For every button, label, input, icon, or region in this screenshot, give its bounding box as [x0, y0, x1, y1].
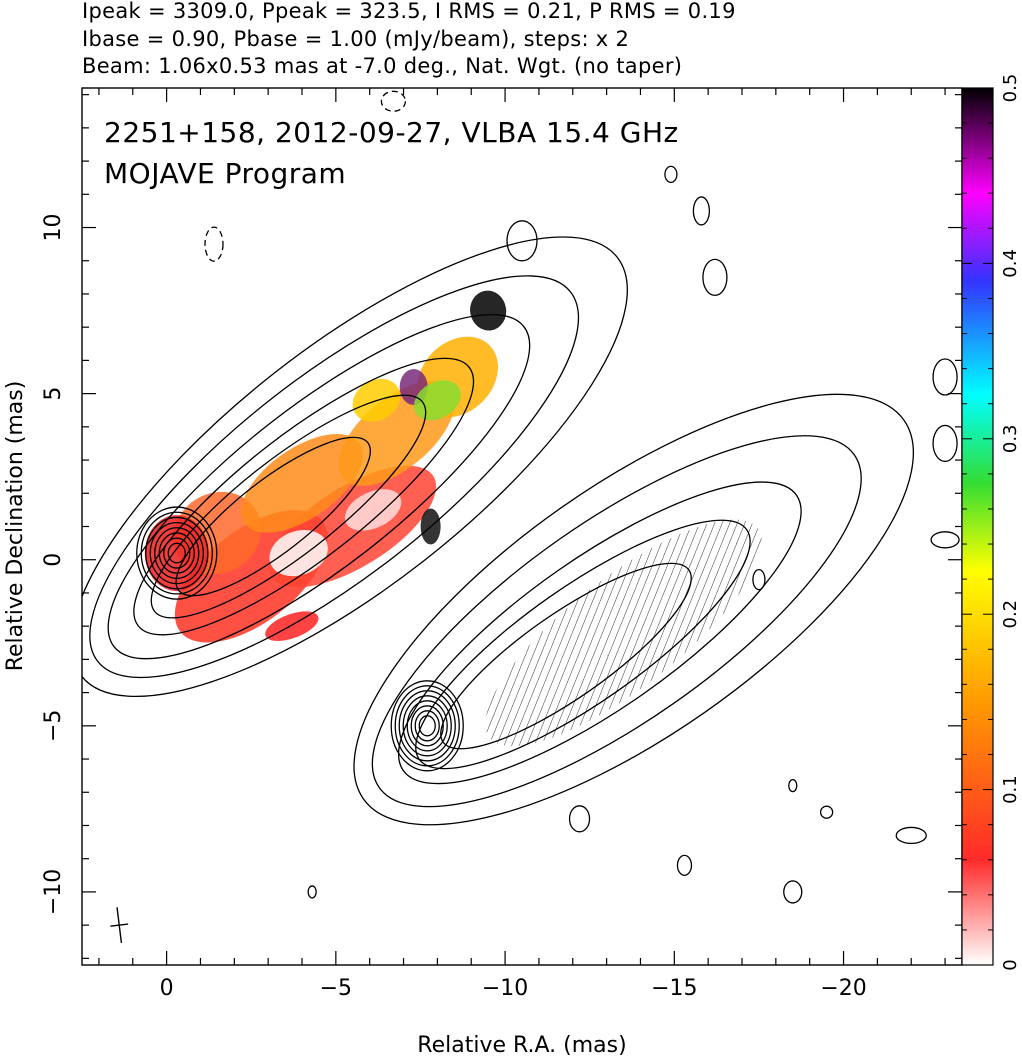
y-tick-label: 10	[41, 214, 66, 242]
colorbar-ticks: 0 0.1 0.2 0.3 0.4 0.5	[962, 74, 1021, 971]
x-tick-label: −15	[651, 976, 697, 1001]
negative-contour	[204, 226, 224, 262]
y-tick-label: 0	[41, 553, 66, 567]
beam-minor-axis	[110, 923, 129, 927]
intensity-contour	[107, 313, 531, 660]
core-contour	[140, 511, 213, 595]
core-contour	[154, 527, 200, 580]
core-contour	[390, 680, 464, 772]
intensity-contour	[89, 275, 580, 679]
header-line-2: Ibase = 0.90, Pbase = 1.00 (mJy/beam), s…	[82, 27, 630, 51]
colorbar-tick-label: 0.5	[1000, 74, 1021, 103]
colorbar-tick-label: 0.1	[1000, 775, 1021, 804]
x-axis-title: Relative R.A. (mas)	[417, 1033, 626, 1058]
colorbar-tick-label: 0.4	[1000, 249, 1021, 278]
polarization-blob	[269, 529, 328, 577]
small-contour	[932, 424, 958, 463]
axis-ticks: 0 −5 −10 −15 −20 −10 −5 0 5 10	[41, 88, 962, 1001]
polarization-blob	[344, 489, 402, 531]
intensity-contour	[150, 394, 427, 619]
map-layer	[82, 90, 960, 944]
colorbar-tick-label: 0	[1000, 959, 1021, 970]
colorbar-tick-label: 0.3	[1000, 424, 1021, 453]
y-tick-label: −10	[41, 869, 66, 915]
core-contour	[406, 700, 448, 752]
core-contour	[167, 542, 186, 564]
core-contour	[163, 537, 191, 569]
small-contour	[664, 165, 678, 184]
intensity-contour	[371, 435, 862, 808]
colorbar-tick-label: 0.2	[1000, 600, 1021, 629]
core-contour	[394, 685, 460, 767]
x-tick-label: −10	[482, 976, 528, 1001]
polarization-blob	[241, 433, 363, 533]
core-contour	[158, 532, 195, 574]
polarization-blob	[265, 611, 319, 641]
small-contour	[307, 885, 317, 899]
small-contour	[692, 196, 711, 226]
core-contour	[136, 506, 218, 600]
core-contour	[398, 690, 456, 762]
negative-contour	[380, 90, 407, 112]
annotation-program: MOJAVE Program	[104, 157, 346, 190]
small-contour	[702, 258, 728, 297]
core-contour	[149, 521, 204, 585]
small-contour	[930, 531, 960, 549]
intensity-contour	[175, 436, 372, 597]
core-contour	[418, 715, 436, 737]
small-contour	[788, 778, 798, 793]
small-contour	[932, 358, 958, 396]
small-contour	[568, 805, 591, 833]
header-line-1: Ipeak = 3309.0, Ppeak = 323.5, I RMS = 0…	[82, 0, 736, 23]
core-contour	[410, 705, 444, 747]
core-contour	[145, 516, 209, 590]
polarization-vectors	[485, 519, 762, 747]
y-tick-label: 5	[41, 387, 66, 401]
x-tick-label: 0	[160, 976, 174, 1001]
small-contour	[819, 805, 834, 819]
small-contour	[895, 826, 927, 845]
colorbar	[961, 87, 994, 966]
annotation-source: 2251+158, 2012-09-27, VLBA 15.4 GHz	[104, 116, 679, 149]
x-tick-label: −5	[320, 976, 352, 1001]
intensity-contour	[397, 481, 802, 785]
y-tick-label: −5	[41, 710, 66, 742]
header-line-3: Beam: 1.06x0.53 mas at -7.0 deg., Nat. W…	[82, 54, 683, 78]
small-contour	[752, 569, 766, 591]
small-contour	[506, 220, 538, 262]
x-tick-label: −20	[820, 976, 866, 1001]
core-contour	[402, 695, 452, 757]
intensity-contour	[353, 393, 915, 826]
polarization-blob	[470, 290, 507, 331]
small-contour	[676, 854, 693, 876]
small-contour	[783, 880, 803, 904]
intensity-contour	[82, 236, 628, 698]
intensity-contour	[133, 357, 475, 636]
y-axis-title: Relative Declination (mas)	[3, 381, 28, 672]
core-contour	[414, 710, 440, 742]
